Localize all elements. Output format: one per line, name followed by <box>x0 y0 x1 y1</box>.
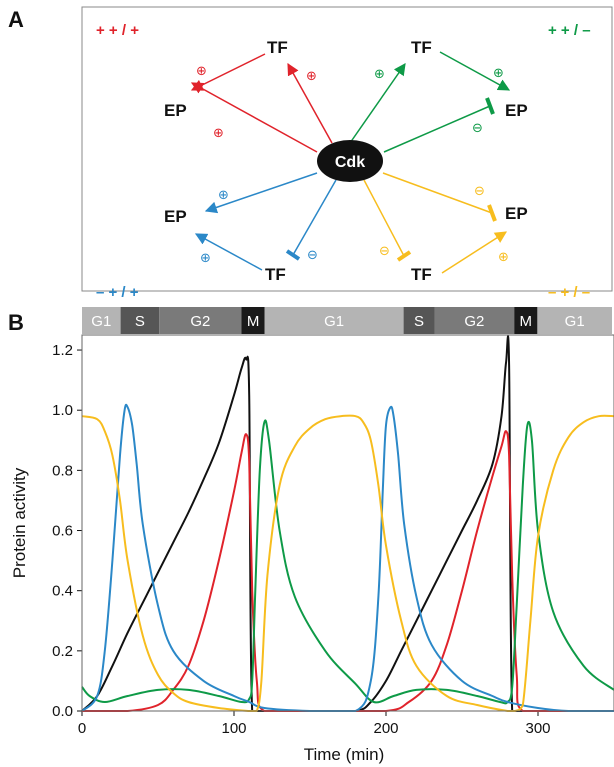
arrow-tf-to-ep-red <box>190 53 266 91</box>
inhibit-cdk-to-ep-yellow <box>382 172 493 214</box>
tf-node-top-right: TF <box>411 38 432 57</box>
sign-plus-red-3: ⊕ <box>213 126 224 141</box>
arrow-tf-to-ep-green <box>439 51 511 91</box>
inhibit-bar-yellow-2 <box>396 250 412 262</box>
phase-label-7: M <box>520 313 533 330</box>
phase-segment-8 <box>537 307 612 334</box>
ep-node-bottom-right: EP <box>505 204 528 223</box>
y-tick-label-2: 0.4 <box>52 583 73 600</box>
x-tick-label-0: 0 <box>78 720 86 737</box>
inhibit-bar-blue <box>285 249 301 261</box>
inhibit-cdk-to-ep-green <box>383 105 491 153</box>
sign-plus-blue-2: ⊕ <box>200 251 211 266</box>
panel-b: B G1 S G2 M G1 S G2 M G1 0.0 0.2 0.4 0.6 0.8 1.0 1.2 0… <box>8 307 614 764</box>
y-tick-label-4: 0.8 <box>52 462 73 479</box>
tf-node-bottom-left: TF <box>265 265 286 284</box>
series-lines <box>81 335 614 713</box>
sign-minus-yellow-1: ⊖ <box>474 184 485 199</box>
phase-label-3: M <box>247 313 260 330</box>
ep-node-top-right: EP <box>505 101 528 120</box>
arrow-cdk-to-tf-red <box>287 62 333 144</box>
phase-label-0: G1 <box>91 313 111 330</box>
plot-frame <box>81 334 614 712</box>
sign-plus-red-2: ⊕ <box>306 69 317 84</box>
plot-area: 0.0 0.2 0.4 0.6 0.8 1.0 1.2 0 100 200 300 <box>52 334 614 737</box>
y-axis: 0.0 0.2 0.4 0.6 0.8 1.0 1.2 <box>52 342 82 720</box>
x-axis-title: Time (min) <box>304 745 385 764</box>
sign-plus-yellow: ⊕ <box>498 250 509 265</box>
sign-plus-blue-1: ⊕ <box>218 188 229 203</box>
panel-a: A + + / + + + / – – + / + – + / – ⊕ ⊕ ⊕ … <box>8 6 613 301</box>
y-tick-label-1: 0.2 <box>52 643 73 660</box>
phase-label-2: G2 <box>190 313 210 330</box>
y-tick-label-6: 1.2 <box>52 342 73 359</box>
sign-plus-green-1: ⊕ <box>374 67 385 82</box>
series-line-black <box>81 335 614 712</box>
corner-label-bottom-left: – + / + <box>96 284 139 301</box>
sign-plus-green-2: ⊕ <box>493 66 504 81</box>
ep-node-top-left: EP <box>164 101 187 120</box>
phase-segment-1 <box>120 307 160 334</box>
sign-minus-yellow-2: ⊖ <box>379 244 390 259</box>
phase-label-8: G1 <box>565 313 585 330</box>
arrow-tf-to-ep-yellow <box>441 231 508 274</box>
panel-a-frame <box>81 6 613 292</box>
phase-label-1: S <box>135 313 145 330</box>
cdk-label: Cdk <box>335 154 365 171</box>
phase-segment-3 <box>241 307 265 334</box>
phase-label-5: S <box>414 313 424 330</box>
phase-label-6: G2 <box>464 313 484 330</box>
y-tick-label-3: 0.6 <box>52 523 73 540</box>
x-tick-label-1: 100 <box>221 720 246 737</box>
panel-a-letter: A <box>8 7 24 32</box>
inhibit-bar-green <box>485 97 495 115</box>
x-tick-label-3: 300 <box>525 720 550 737</box>
y-tick-label-0: 0.0 <box>52 703 73 720</box>
series-line-blue <box>81 403 614 712</box>
ep-node-bottom-left: EP <box>164 207 187 226</box>
sign-minus-blue: ⊖ <box>307 248 318 263</box>
phase-segment-0 <box>82 307 121 334</box>
phase-segment-4 <box>264 307 404 334</box>
tf-node-top-left: TF <box>267 38 288 57</box>
corner-label-top-left: + + / + <box>96 22 139 39</box>
arrow-tf-to-ep-blue <box>194 233 263 271</box>
inhibit-cdk-to-tf-yellow <box>363 179 405 257</box>
corner-label-top-right: + + / – <box>548 22 591 39</box>
x-tick-label-2: 200 <box>373 720 398 737</box>
phase-bar: G1 S G2 M G1 S G2 M G1 <box>82 307 612 334</box>
arrow-cdk-to-tf-green <box>349 63 406 144</box>
y-tick-label-5: 1.0 <box>52 402 73 419</box>
sign-plus-red-1: ⊕ <box>196 64 207 79</box>
phase-segment-5 <box>403 307 435 334</box>
arrow-cdk-to-ep-red <box>190 82 318 153</box>
phase-segment-7 <box>514 307 538 334</box>
inhibit-bar-yellow <box>487 204 497 222</box>
series-line-green <box>81 419 614 705</box>
sign-minus-green: ⊖ <box>472 121 483 136</box>
x-axis: 0 100 200 300 <box>78 711 551 737</box>
inhibit-cdk-to-tf-blue <box>292 179 337 256</box>
cdk-node <box>317 140 383 182</box>
corner-label-bottom-right: – + / – <box>548 284 590 301</box>
series-line-yellow <box>81 414 614 712</box>
panel-b-letter: B <box>8 310 24 335</box>
arrow-cdk-to-ep-blue <box>204 172 318 214</box>
phase-label-4: G1 <box>324 313 344 330</box>
phase-segment-6 <box>434 307 515 334</box>
y-axis-title: Protein activity <box>10 467 29 578</box>
phase-segment-2 <box>159 307 242 334</box>
tf-node-bottom-right: TF <box>411 265 432 284</box>
